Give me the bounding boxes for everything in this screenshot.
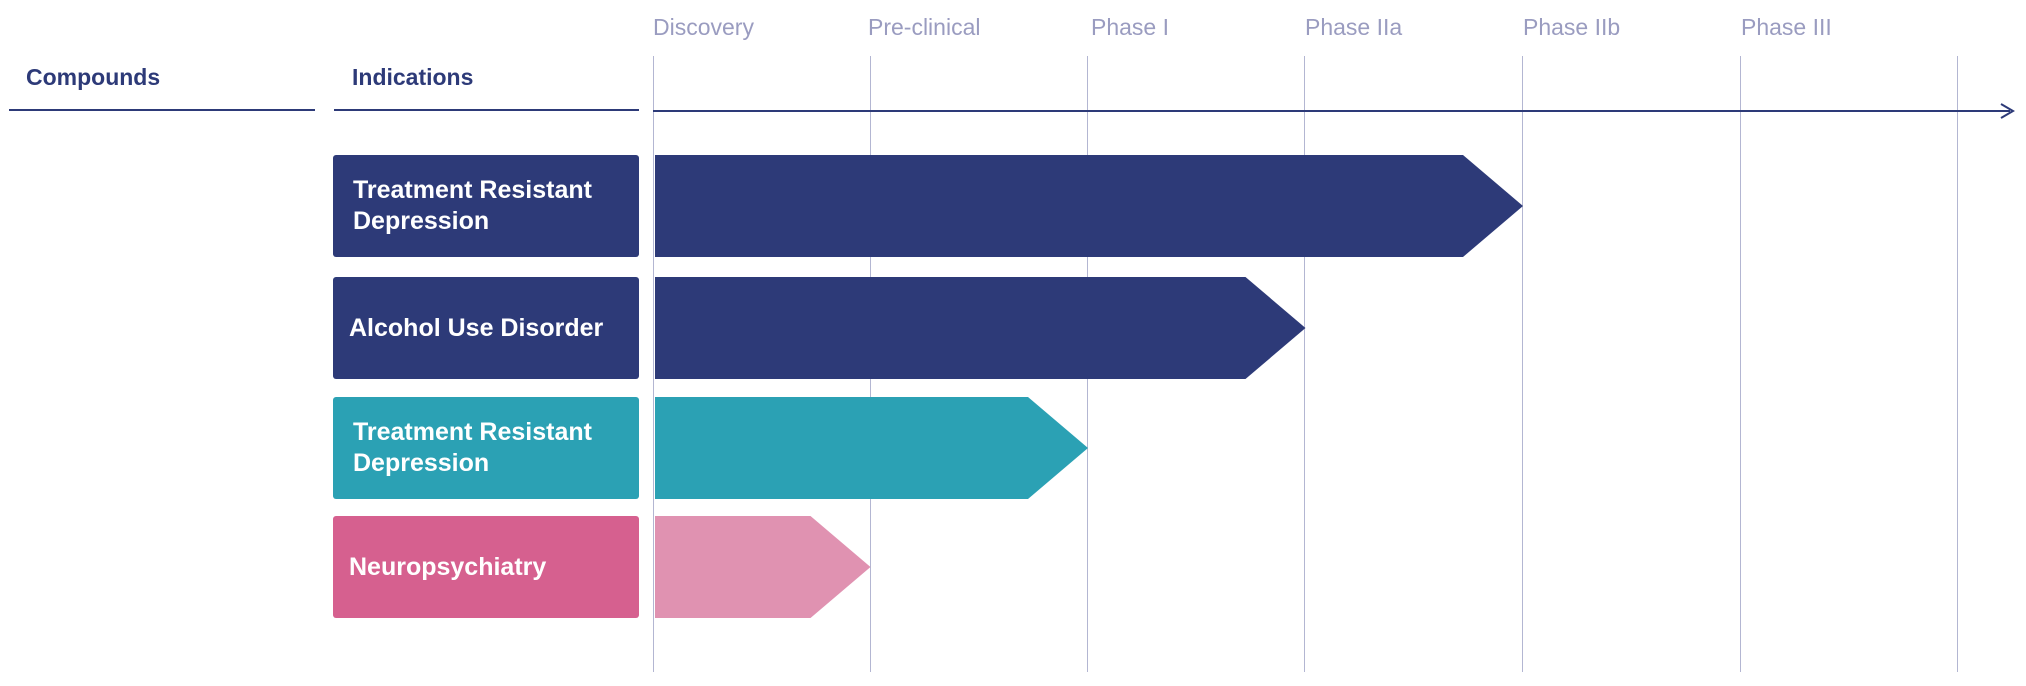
indication-neuropsychiatry: Neuropsychiatry bbox=[333, 516, 639, 618]
compound-code: Drug Discovery bbox=[27, 534, 299, 565]
stage-label-phase-3: Phase III bbox=[1741, 14, 1832, 41]
progress-arrow bbox=[655, 155, 1523, 257]
indication-trd-bpl003: Treatment Resistant Depression bbox=[333, 155, 639, 257]
timeline-arrow-icon bbox=[1998, 102, 2016, 120]
stage-label-phase-2b: Phase IIb bbox=[1523, 14, 1620, 41]
progress-bar-bpl003-aud bbox=[655, 277, 1306, 379]
stage-label-discovery: Discovery bbox=[653, 14, 754, 41]
timeline-axis bbox=[653, 110, 2010, 112]
indication-aud-bpl003: Alcohol Use Disorder bbox=[333, 277, 639, 379]
progress-bar-ele101-trd bbox=[655, 397, 1088, 499]
compound-description: Intranasal 5-MeO-DMT bbox=[27, 204, 299, 266]
progress-arrow bbox=[655, 277, 1306, 379]
progress-arrow bbox=[655, 516, 871, 618]
stage-label-phase-2a: Phase IIa bbox=[1305, 14, 1402, 41]
compound-description: IV Psilocin bbox=[27, 446, 299, 477]
indications-header-rule bbox=[334, 109, 639, 111]
progress-bar-drug-discovery bbox=[655, 516, 871, 618]
progress-bar-bpl003-trd bbox=[655, 155, 1523, 257]
compounds-header: Compounds bbox=[26, 64, 160, 91]
indications-header: Indications bbox=[352, 64, 473, 91]
stage-divider bbox=[653, 56, 654, 672]
compound-bpl003: BPL-003 Intranasal 5-MeO-DMT bbox=[10, 155, 315, 379]
compound-ele101: ELE-101 IV Psilocin bbox=[10, 397, 315, 499]
stage-divider bbox=[1957, 56, 1958, 672]
stage-divider bbox=[1522, 56, 1523, 672]
stage-divider bbox=[1740, 56, 1741, 672]
stage-label-preclinical: Pre-clinical bbox=[868, 14, 980, 41]
progress-arrow bbox=[655, 397, 1088, 499]
compound-description: NCEs bbox=[27, 565, 299, 596]
compound-drug-discovery: Drug Discovery NCEs bbox=[10, 516, 315, 618]
stage-label-phase-1: Phase I bbox=[1091, 14, 1169, 41]
indication-trd-ele101: Treatment Resistant Depression bbox=[333, 397, 639, 499]
compound-code: BPL-003 bbox=[27, 173, 299, 204]
compounds-header-rule bbox=[9, 109, 315, 111]
compound-code: ELE-101 bbox=[27, 415, 299, 446]
